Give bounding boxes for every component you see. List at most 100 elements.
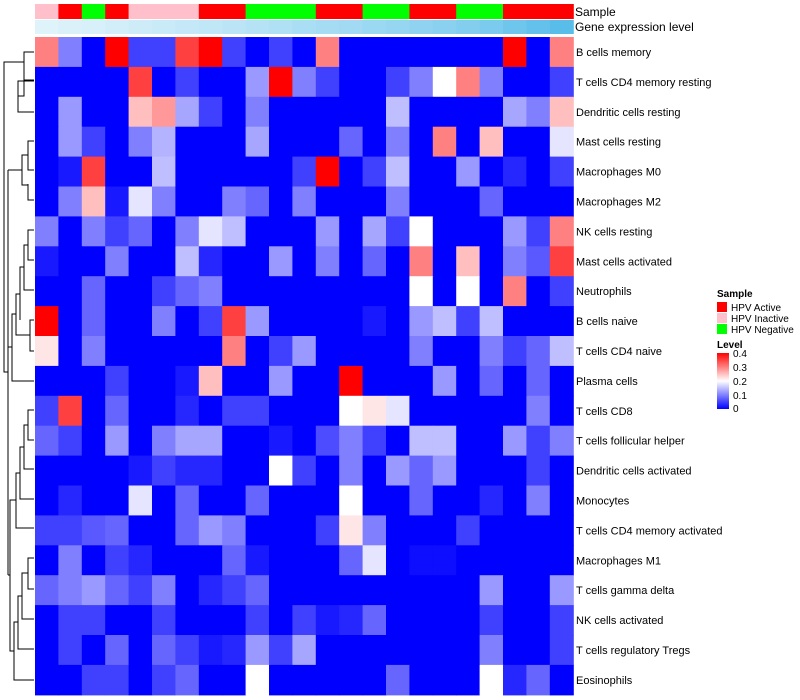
heatmap-cell [245,455,270,487]
heatmap-cell [58,246,83,277]
heatmap-cell [526,635,551,666]
heatmap-cell [549,306,574,337]
row-label: T cells CD4 memory resting [576,77,712,89]
heatmap-cell [105,306,130,337]
gene-annotation-cell [152,20,176,34]
heatmap-cell [456,276,481,307]
legend-sample-title: Sample [717,289,753,300]
heatmap-cell [526,336,551,367]
heatmap-cell [198,186,223,217]
heatmap-cell [315,66,340,98]
heatmap-cell [456,156,481,188]
heatmap-cell [81,425,106,457]
heatmap-cell [35,545,59,576]
heatmap-cell [152,664,176,696]
heatmap-cell [35,156,59,188]
heatmap-cell [315,575,340,606]
row-label: Dendritic cells resting [576,107,681,119]
heatmap-cell [292,635,317,666]
heatmap-cell [409,575,434,606]
heatmap-cell [222,66,247,98]
heatmap-cell [152,395,176,427]
heatmap-cell [81,575,106,606]
heatmap-cell [409,425,434,457]
heatmap-cell [245,515,270,546]
row-label: B cells naive [576,316,638,328]
row-label: Macrophages M0 [576,167,661,179]
row-label: B cells memory [576,47,652,59]
heatmap-cell [409,664,434,696]
heatmap-cell [386,186,410,217]
heatmap-cell [175,605,200,636]
heatmap-cell [386,336,410,367]
heatmap-cell [292,156,317,188]
heatmap-cell [409,66,434,98]
heatmap-cell [269,37,293,68]
heatmap-cell [128,216,153,247]
heatmap-cell [128,96,153,128]
heatmap-cell [409,365,434,397]
heatmap-cell [105,37,130,68]
heatmap-cell [105,605,130,636]
heatmap-cell [152,605,176,636]
heatmap-cell [432,156,457,188]
heatmap-cell [245,485,270,516]
heatmap-cell [339,485,364,516]
heatmap-cell [409,216,434,247]
heatmap-cell [245,365,270,397]
row-label: Dendritic cells activated [576,466,692,478]
heatmap-cell [292,605,317,636]
gene-annotation-cell [432,20,457,34]
heatmap-cell [479,425,504,457]
heatmap-cell [409,37,434,68]
heatmap-cell [292,545,317,576]
heatmap-cell [479,605,504,636]
heatmap-cell [81,186,106,217]
heatmap-cell [222,246,247,277]
heatmap-cell [198,246,223,277]
heatmap-cell [292,365,317,397]
heatmap-cell [269,126,293,158]
heatmap-cell [432,664,457,696]
heatmap-cell [198,455,223,487]
heatmap-cell [432,246,457,277]
heatmap-cell [245,425,270,457]
heatmap-cell [549,66,574,98]
heatmap-cell [479,216,504,247]
heatmap-cell [128,365,153,397]
heatmap-cell [456,365,481,397]
heatmap-cell [58,395,83,427]
heatmap-cell [456,336,481,367]
heatmap-cell [175,425,200,457]
heatmap-cell [386,455,410,487]
heatmap-cell [456,37,481,68]
heatmap-cell [245,216,270,247]
heatmap-cell [35,575,59,606]
heatmap-cell [269,605,293,636]
heatmap-cell [503,66,527,98]
heatmap-cell [362,664,387,696]
heatmap-cell [339,246,364,277]
heatmap-cell [362,276,387,307]
heatmap-cell [549,246,574,277]
heatmap-cell [105,216,130,247]
heatmap-cell [269,575,293,606]
heatmap-cell [35,126,59,158]
heatmap-cell [386,96,410,128]
heatmap-cell [35,336,59,367]
heatmap-cell [152,126,176,158]
heatmap-cell [81,306,106,337]
heatmap-cell [456,455,481,487]
heatmap-cell [175,186,200,217]
legend-level-tick: 0 [733,404,739,415]
gene-annotation-cell [128,20,153,34]
heatmap-cell [222,365,247,397]
heatmap-cell [269,425,293,457]
heatmap-cell [549,276,574,307]
heatmap-cell [362,66,387,98]
row-label: T cells CD4 naive [576,346,662,358]
heatmap-cell [128,635,153,666]
heatmap-cell [549,575,574,606]
heatmap-cell [432,545,457,576]
heatmap-cell [105,635,130,666]
